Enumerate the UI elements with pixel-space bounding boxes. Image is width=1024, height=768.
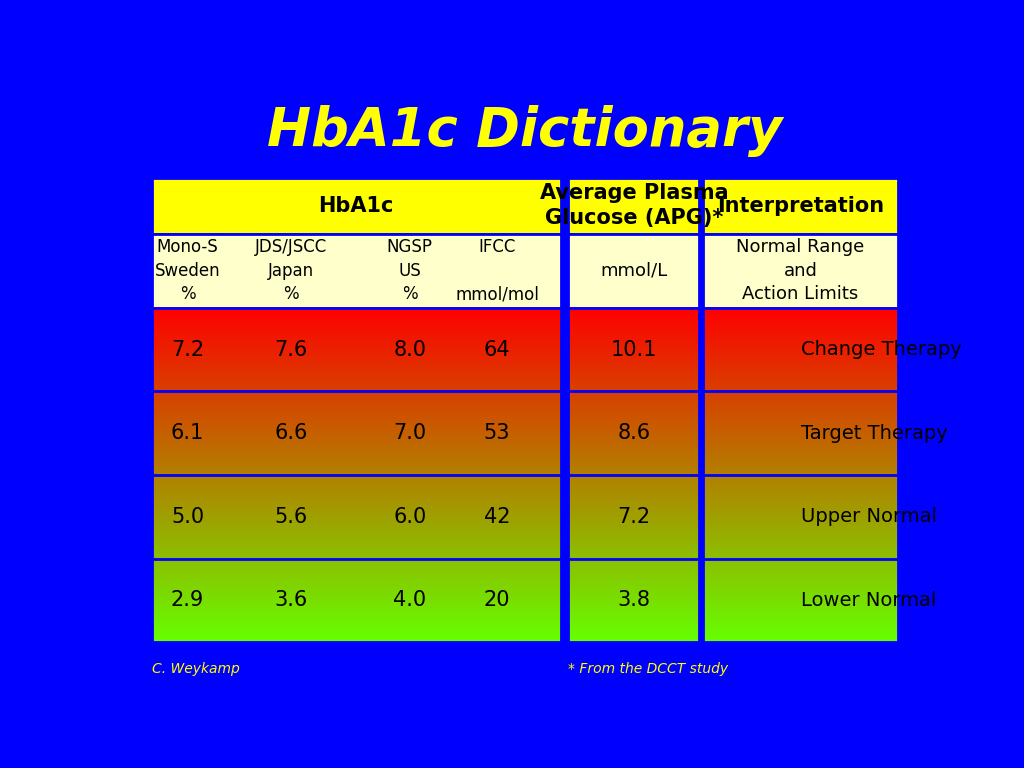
- Text: JDS/JSCC
Japan
%: JDS/JSCC Japan %: [255, 238, 327, 303]
- Text: 42: 42: [483, 507, 510, 527]
- FancyBboxPatch shape: [568, 178, 699, 233]
- Text: Average Plasma
Glucose (APG)*: Average Plasma Glucose (APG)*: [540, 184, 728, 228]
- Text: 7.2: 7.2: [171, 339, 204, 359]
- Text: HbA1c Dictionary: HbA1c Dictionary: [267, 104, 782, 157]
- Text: 6.1: 6.1: [171, 423, 204, 443]
- Text: 20: 20: [483, 591, 510, 611]
- Text: 5.6: 5.6: [274, 507, 307, 527]
- Text: 10.1: 10.1: [610, 339, 657, 359]
- Text: Normal Range
and
Action Limits: Normal Range and Action Limits: [736, 238, 864, 303]
- Text: Lower Normal: Lower Normal: [801, 591, 936, 610]
- Text: Interpretation: Interpretation: [717, 196, 884, 216]
- Text: 3.8: 3.8: [617, 591, 650, 611]
- FancyBboxPatch shape: [152, 233, 560, 308]
- Text: 7.2: 7.2: [617, 507, 650, 527]
- Text: C. Weykamp: C. Weykamp: [152, 662, 240, 676]
- Text: IFCC

mmol/mol: IFCC mmol/mol: [455, 238, 539, 303]
- Text: 8.0: 8.0: [393, 339, 426, 359]
- Text: 53: 53: [483, 423, 510, 443]
- FancyBboxPatch shape: [152, 178, 560, 233]
- Text: Change Therapy: Change Therapy: [801, 340, 962, 359]
- Text: 64: 64: [483, 339, 510, 359]
- Text: 5.0: 5.0: [171, 507, 204, 527]
- FancyBboxPatch shape: [568, 233, 699, 308]
- Text: Mono-S
Sweden
%: Mono-S Sweden %: [155, 238, 220, 303]
- Text: 4.0: 4.0: [393, 591, 426, 611]
- Text: 6.0: 6.0: [393, 507, 426, 527]
- Text: 8.6: 8.6: [617, 423, 650, 443]
- Text: 3.6: 3.6: [274, 591, 307, 611]
- Text: Target Therapy: Target Therapy: [801, 424, 947, 442]
- Text: mmol/L: mmol/L: [600, 262, 668, 280]
- Text: NGSP
US
%: NGSP US %: [387, 238, 433, 303]
- Text: HbA1c: HbA1c: [318, 196, 394, 216]
- Text: Upper Normal: Upper Normal: [801, 508, 937, 526]
- Text: 7.6: 7.6: [274, 339, 307, 359]
- Text: 6.6: 6.6: [274, 423, 307, 443]
- Text: * From the DCCT study: * From the DCCT study: [568, 662, 728, 676]
- Text: 2.9: 2.9: [171, 591, 204, 611]
- Text: 7.0: 7.0: [393, 423, 426, 443]
- FancyBboxPatch shape: [703, 178, 898, 233]
- FancyBboxPatch shape: [703, 233, 898, 308]
